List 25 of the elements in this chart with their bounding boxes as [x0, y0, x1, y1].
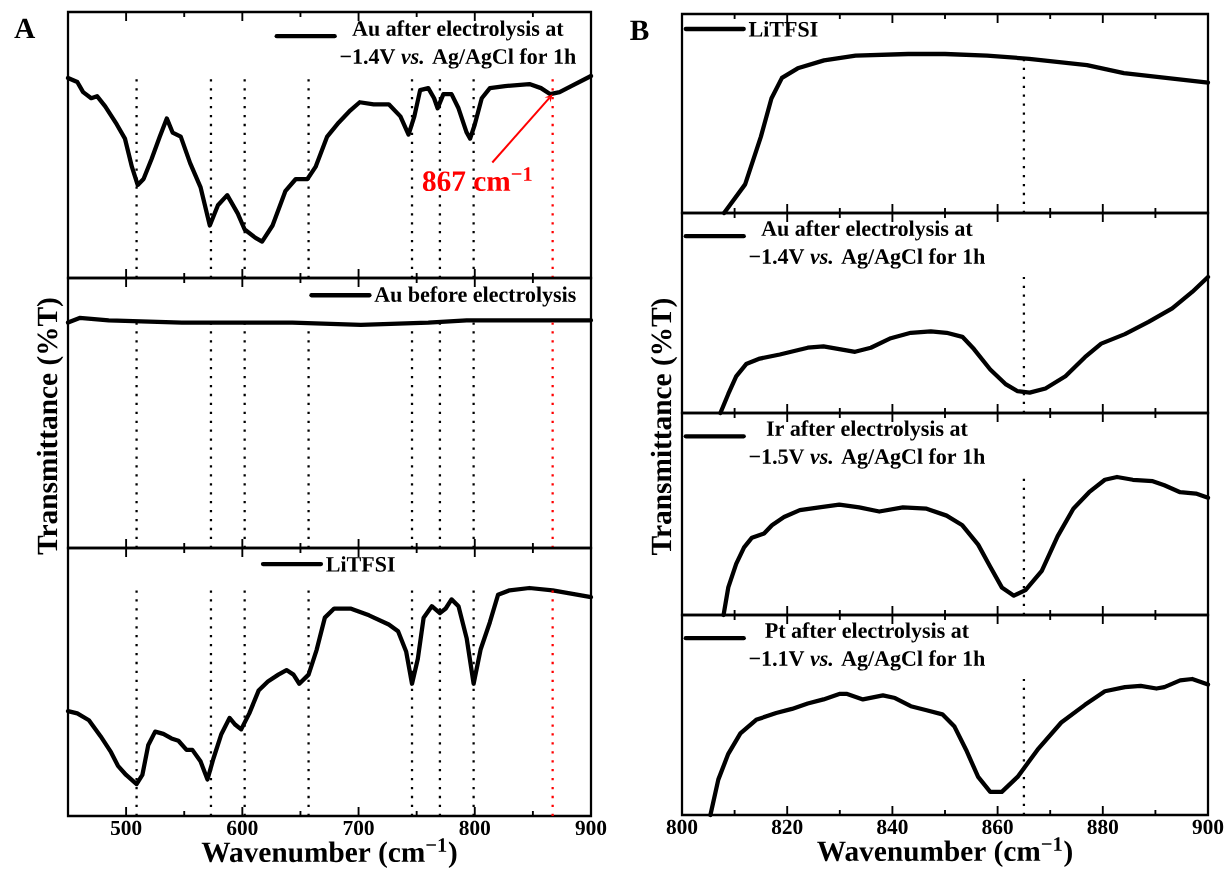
x-tick-label: 900: [575, 820, 607, 836]
x-tick-label: 900: [1192, 819, 1224, 835]
x-tick-label: 800: [666, 819, 698, 835]
annotation: 867 cm$^{−1}$: [422, 167, 532, 192]
legend-label: LiTFSI: [748, 21, 818, 37]
y-axis-title: Transmittance (%T): [650, 298, 678, 555]
legend-label: Au after electrolysis at −1.4V vs. Ag/AgCl for 1h: [340, 20, 576, 69]
legend-label: Ir after electrolysis at −1.5V vs. Ag/AgCl for 1h: [749, 420, 985, 469]
x-tick-label: 600: [227, 820, 258, 836]
x-axis-title: Wavenumber (cm$^{−1}$): [201, 838, 457, 869]
legend-label: LiTFSI: [326, 556, 395, 572]
x-axis-title: Wavenumber (cm$^{−1}$): [817, 837, 1072, 868]
x-tick-label: 860: [982, 819, 1013, 835]
y-axis-title: Transmittance (%T): [36, 298, 64, 555]
legend-label: Pt after electrolysis at −1.1V vs. Ag/AgCl for 1h: [749, 622, 985, 671]
x-tick-label: 500: [110, 820, 142, 836]
x-tick-label: 880: [1087, 819, 1118, 835]
legend-label: Au before electrolysis: [374, 286, 576, 307]
chart-title: A: [14, 18, 36, 39]
x-tick-label: 700: [343, 820, 374, 836]
x-tick-label: 820: [771, 819, 803, 835]
chart-title: B: [630, 20, 649, 40]
legend-label: Au after electrolysis at −1.4V vs. Ag/AgCl for 1h: [749, 220, 985, 269]
x-tick-label: 800: [459, 820, 490, 836]
x-tick-label: 840: [877, 819, 908, 835]
